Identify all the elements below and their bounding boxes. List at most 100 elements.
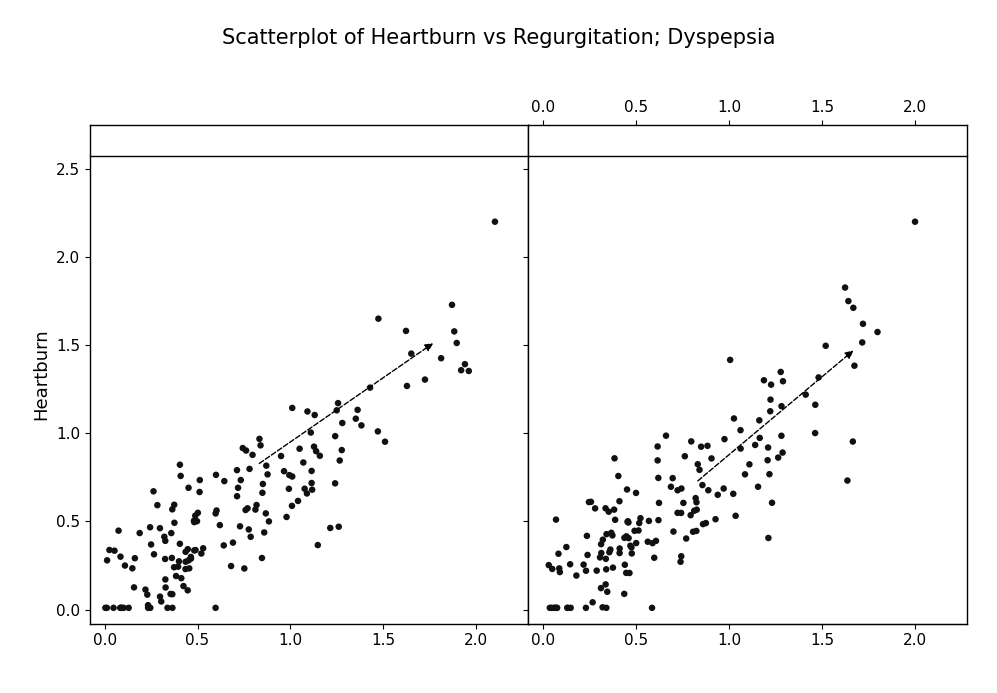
Point: [152, 523, 167, 534]
Point: [651, 498, 667, 509]
Point: [398, 325, 414, 336]
Point: [191, 475, 207, 486]
Point: [592, 552, 608, 563]
Point: [229, 491, 245, 502]
Point: [229, 464, 245, 475]
Point: [559, 602, 575, 613]
Point: [648, 536, 664, 547]
Point: [854, 337, 870, 348]
Point: [845, 302, 861, 313]
Point: [811, 372, 827, 383]
Point: [733, 443, 749, 454]
Point: [559, 602, 575, 613]
Point: [584, 597, 600, 608]
Point: [234, 443, 250, 454]
Point: [551, 563, 567, 574]
Point: [543, 602, 559, 613]
Point: [304, 477, 320, 489]
Point: [808, 399, 824, 410]
Point: [798, 389, 814, 400]
Point: [610, 471, 626, 482]
Point: [726, 413, 742, 424]
Point: [550, 548, 566, 559]
Text: Scatterplot of Heartburn vs Regurgitation; Dyspepsia: Scatterplot of Heartburn vs Regurgitatio…: [221, 28, 776, 48]
Point: [158, 535, 173, 546]
Point: [193, 548, 209, 559]
Point: [663, 481, 679, 492]
Point: [125, 563, 141, 574]
Point: [840, 295, 856, 306]
Point: [716, 483, 732, 494]
Point: [593, 538, 609, 550]
Point: [544, 563, 560, 574]
Point: [620, 516, 636, 527]
Point: [404, 348, 420, 359]
Point: [650, 473, 666, 484]
Point: [619, 516, 635, 527]
Point: [330, 398, 346, 409]
Point: [631, 518, 647, 529]
Point: [417, 374, 433, 385]
Point: [236, 563, 252, 574]
Point: [299, 406, 315, 417]
Point: [665, 473, 681, 484]
Point: [774, 430, 790, 441]
Point: [208, 505, 224, 516]
Point: [742, 459, 758, 470]
Point: [675, 498, 691, 509]
Point: [546, 602, 562, 613]
Point: [377, 436, 393, 447]
Point: [617, 559, 633, 570]
Point: [310, 540, 326, 551]
Point: [189, 507, 205, 518]
Point: [611, 495, 627, 507]
Point: [399, 380, 415, 392]
Point: [641, 516, 657, 527]
Point: [839, 475, 855, 486]
Point: [158, 554, 173, 565]
Point: [171, 459, 187, 471]
Point: [710, 489, 726, 500]
Point: [168, 570, 184, 581]
Point: [327, 477, 343, 489]
Point: [297, 483, 313, 494]
Point: [583, 496, 599, 507]
Point: [775, 376, 791, 387]
Point: [327, 430, 343, 441]
Point: [331, 521, 347, 532]
Point: [258, 508, 274, 519]
Point: [665, 526, 681, 537]
Point: [179, 585, 195, 596]
Point: [350, 404, 366, 415]
Point: [371, 313, 387, 324]
Point: [157, 532, 172, 543]
Point: [248, 500, 264, 511]
Point: [683, 509, 699, 520]
Point: [763, 405, 779, 416]
Point: [587, 503, 603, 514]
Point: [241, 464, 257, 475]
Point: [677, 450, 693, 462]
Point: [601, 547, 617, 558]
Point: [332, 455, 348, 466]
Point: [256, 527, 272, 538]
Point: [195, 543, 211, 554]
Point: [700, 440, 716, 451]
Point: [433, 353, 449, 364]
Point: [102, 545, 118, 556]
Point: [111, 525, 127, 536]
Point: [670, 507, 686, 518]
Point: [353, 420, 369, 431]
Point: [304, 484, 320, 495]
Point: [281, 483, 297, 494]
Point: [756, 375, 772, 386]
Point: [447, 326, 463, 337]
Point: [760, 455, 776, 466]
Point: [329, 405, 345, 416]
Point: [186, 516, 202, 527]
Point: [207, 508, 223, 519]
Point: [166, 562, 182, 573]
Point: [150, 500, 166, 511]
Point: [548, 602, 564, 613]
Point: [621, 568, 637, 579]
